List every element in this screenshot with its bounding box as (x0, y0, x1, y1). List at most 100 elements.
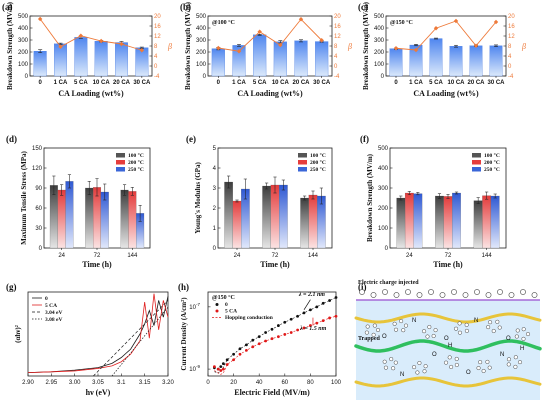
legend-label: 100 °C (128, 152, 144, 159)
y2-tick-label: 20 (334, 14, 341, 20)
data-point (225, 363, 229, 366)
x-tick-label: 80 (307, 380, 314, 386)
x-tick-label: 72 (445, 253, 452, 259)
atom-label: O (506, 336, 511, 342)
trapped-charge (447, 355, 452, 360)
y2-tick-label: -4 (334, 74, 340, 80)
bar (93, 187, 101, 249)
y-tick-label: 100 (196, 62, 207, 68)
polymer-chain (354, 312, 542, 324)
charge (485, 292, 492, 298)
data-point (221, 362, 225, 366)
x-tick-label: 20 (230, 380, 237, 386)
trapped-charge (403, 323, 409, 328)
y-tick-label: 120 (32, 166, 43, 172)
y2-tick-label: 12 (508, 34, 515, 40)
data-point (219, 365, 223, 369)
beta-point (298, 17, 304, 22)
y-tick-label: 400 (196, 26, 207, 32)
legend-label: 250 °C (484, 166, 500, 173)
panel-label: (g) (6, 282, 17, 292)
panel-label: (e) (186, 134, 196, 144)
trapped-charge (433, 328, 438, 333)
plot-frame (29, 15, 153, 77)
bar (413, 193, 423, 249)
data-point (321, 301, 325, 305)
x-tick-label: 3.05 (92, 380, 104, 386)
trapped-charge (415, 370, 420, 375)
beta-point (139, 48, 145, 53)
trapped-charge (457, 330, 463, 335)
data-point (315, 305, 319, 309)
beta-point (433, 26, 439, 31)
x-tick-label: 10 CA (272, 80, 290, 86)
trapped-charge (422, 369, 427, 374)
panel-i: (i)Electric charge injected O N O N O N O O N H H Tr… (354, 280, 542, 400)
bar (294, 40, 308, 77)
legend-label: Hopping conduction (225, 315, 273, 321)
y-tick-label: 500 (378, 146, 389, 152)
bar (57, 189, 66, 249)
x-tick-label: 144 (308, 253, 319, 259)
x-axis-label: Time (h) (82, 260, 112, 269)
trapped-charge (464, 322, 469, 327)
trapped-charge (513, 355, 518, 360)
series-line (93, 300, 169, 377)
atom-label: N (474, 318, 478, 324)
legend-label: 200 °C (484, 159, 500, 166)
trapped-charge (372, 323, 377, 328)
polymer-chain (354, 339, 542, 353)
y-axis-label: Maximum Tensile Stress (MPa) (20, 150, 28, 244)
legend-swatch (215, 309, 219, 313)
data-point (257, 342, 261, 346)
trapped-charge (481, 368, 486, 374)
y-axis-label: Breakdown Strength (MV/m) (362, 1, 370, 90)
y-tick-label: 0 (381, 74, 385, 80)
trapped-charge (457, 321, 462, 326)
trapped-label: Trapped (358, 336, 381, 342)
panel-label: (f) (360, 134, 369, 144)
panel-label: (h) (178, 282, 189, 292)
trapped-charge (521, 336, 526, 341)
x-tick-label: 100 (331, 380, 342, 386)
bar (389, 48, 403, 77)
trapped-charge (454, 326, 459, 331)
y-tick-label: 400 (374, 26, 385, 32)
fit-line (214, 315, 337, 375)
trapped-charge (449, 364, 454, 369)
beta-line (39, 18, 142, 51)
trapped-charge (517, 360, 523, 365)
y2-tick-label: 16 (334, 24, 341, 30)
trapped-charge (464, 328, 469, 333)
atom-label: O (382, 334, 387, 340)
x-tick-label: 3.20 (162, 380, 174, 386)
trapped-charge (478, 360, 483, 365)
legend-label: 100 °C (310, 152, 326, 159)
trapped-charge (514, 334, 519, 339)
legend-label: 200 °C (310, 159, 326, 166)
y-tick-label: 4 (213, 166, 217, 172)
y-tick-label: 300 (378, 186, 389, 192)
charge (405, 289, 411, 295)
x-tick-label: 144 (482, 253, 493, 259)
bar (404, 192, 414, 249)
x-axis-label: Time (h) (260, 260, 290, 269)
bar (128, 191, 137, 249)
panel-f: (f) 0 100 200 300 400 500 Breakdown Strength (M… (360, 134, 507, 269)
charge (416, 292, 423, 298)
x-tick-label: 3.15 (139, 380, 151, 386)
trapped-charge (487, 365, 492, 370)
data-point (216, 367, 220, 371)
x-tick-label: 2.90 (22, 380, 34, 386)
trapped-charge (525, 332, 531, 337)
x-axis-label: CA Loading (wt%) (413, 89, 479, 98)
y2-axis-label: β (521, 42, 526, 51)
x-axis-label: CA Loading (wt%) (58, 89, 124, 98)
x-axis-label: Electric Field (MV/m) (234, 388, 310, 397)
legend-swatch (298, 153, 307, 158)
trapped-charge (382, 359, 387, 364)
data-point (221, 367, 225, 371)
y-tick-label: 2 (213, 206, 217, 212)
beta-point (453, 18, 459, 24)
x-axis-label: CA Loading (wt%) (237, 89, 303, 98)
